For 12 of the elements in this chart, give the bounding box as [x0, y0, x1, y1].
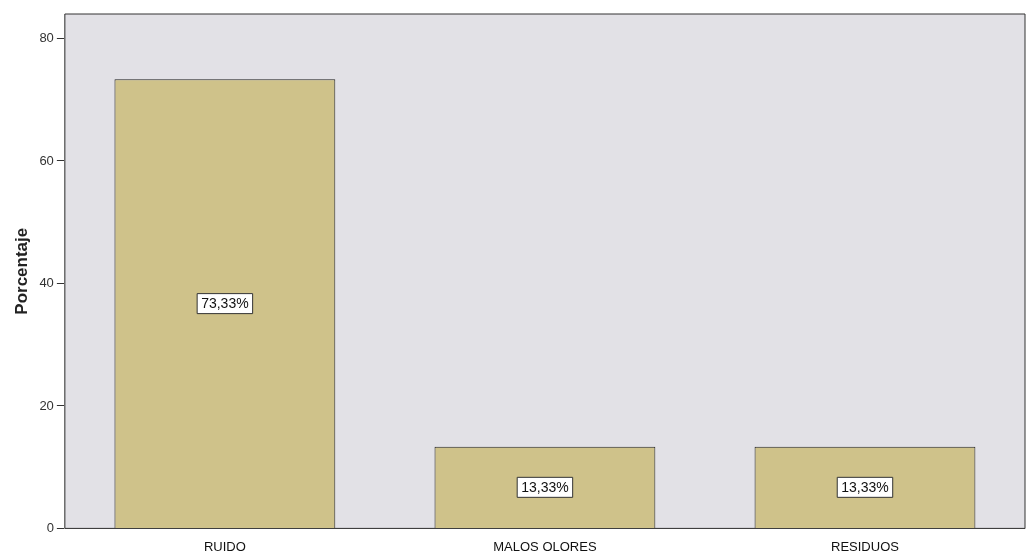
y-tick-label: 80: [39, 30, 54, 46]
x-tick-label: MALOS OLORES: [493, 538, 597, 554]
y-tick-label: 60: [39, 152, 54, 168]
y-axis-title: Porcentaje: [11, 227, 31, 315]
y-tick-label: 0: [46, 519, 54, 535]
x-tick-label: RESIDUOS: [831, 538, 900, 554]
x-tick-label: RUIDO: [203, 538, 246, 554]
data-label: 13,33%: [521, 479, 569, 496]
y-tick-label: 40: [39, 275, 54, 291]
y-tick-label: 20: [39, 397, 54, 413]
data-label: 13,33%: [841, 479, 889, 496]
data-label: 73,33%: [201, 295, 249, 312]
